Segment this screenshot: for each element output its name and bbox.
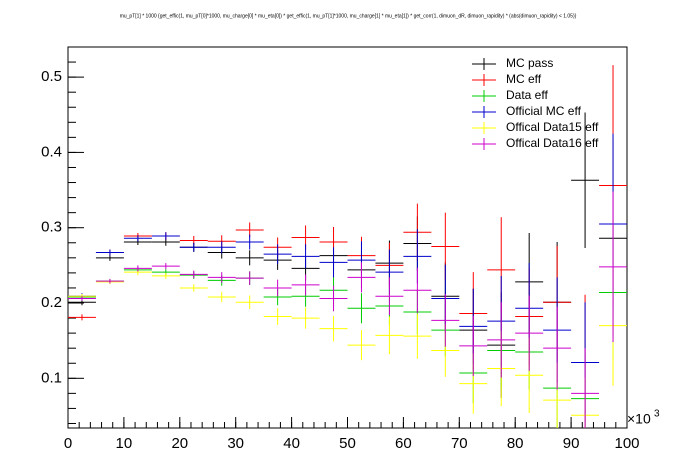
x-tick-label: 30 xyxy=(227,435,244,452)
y-tick-label: 0.5 xyxy=(41,68,62,85)
y-tick-label: 0.1 xyxy=(41,369,62,386)
x-tick-label: 40 xyxy=(283,435,300,452)
x-multiplier-exponent: 3 xyxy=(654,409,660,420)
series xyxy=(68,191,627,428)
x-tick-label: 50 xyxy=(339,435,356,452)
legend-label: MC pass xyxy=(506,56,553,70)
y-tick-label: 0.3 xyxy=(41,219,62,236)
x-tick-label: 10 xyxy=(116,435,133,452)
legend-label: Official MC eff xyxy=(506,104,582,118)
y-tick-label: 0.2 xyxy=(41,294,62,311)
y-tick-label: 0.4 xyxy=(41,143,62,160)
x-tick-label: 90 xyxy=(563,435,580,452)
legend-label: Offical Data15 eff xyxy=(506,120,599,134)
x-tick-label: 70 xyxy=(451,435,468,452)
x-tick-label: 20 xyxy=(171,435,188,452)
x-tick-label: 0 xyxy=(64,435,72,452)
chart-title: mu_pT[1] * 1000 {get_effic(1, mu_pT[0]*1… xyxy=(120,13,577,19)
legend-label: Offical Data16 eff xyxy=(506,136,599,150)
x-tick-label: 80 xyxy=(507,435,524,452)
legend-label: Data eff xyxy=(506,88,548,102)
x-tick-label: 100 xyxy=(614,435,639,452)
legend-label: MC eff xyxy=(506,72,542,86)
x-tick-label: 60 xyxy=(395,435,412,452)
x-multiplier: ×10 xyxy=(627,411,651,427)
